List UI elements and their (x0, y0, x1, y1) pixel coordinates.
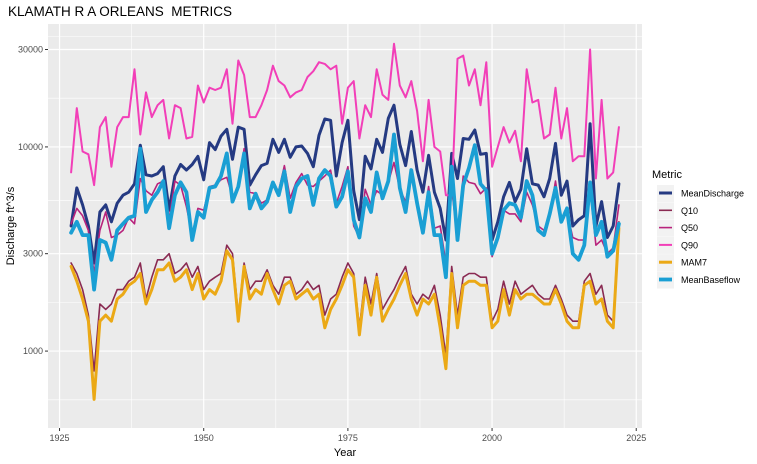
x-tick-label: 2000 (482, 433, 502, 443)
legend-label-meanbaseflow: MeanBaseflow (681, 275, 741, 285)
legend-label-q10: Q10 (681, 206, 698, 216)
legend-label-mam7: MAM7 (681, 258, 707, 268)
series-lines (69, 42, 621, 401)
x-tick-label: 2025 (626, 433, 646, 443)
chart-title: KLAMATH R A ORLEANS METRICS (8, 4, 233, 19)
x-tick-label: 1950 (194, 433, 214, 443)
series-line-mam7 (69, 226, 621, 401)
plot-panel (48, 24, 642, 428)
legend-label-q90: Q90 (681, 240, 698, 250)
y-tick-label: 30000 (18, 45, 43, 55)
x-axis: 1925 1950 1975 2000 2025 (50, 428, 646, 443)
y-tick-label: 3000 (23, 249, 43, 259)
legend-label-meandischarge: MeanDischarge (681, 189, 744, 199)
series-line-q10 (70, 221, 620, 372)
y-axis: 1000 3000 10000 30000 (18, 45, 48, 356)
x-tick-label: 1975 (338, 433, 358, 443)
y-axis-label: Discharge ft^3/s (5, 186, 17, 265)
legend-label-q50: Q50 (681, 223, 698, 233)
y-tick-label: 1000 (23, 346, 43, 356)
x-tick-label: 1925 (50, 433, 70, 443)
legend-title: Metric (652, 169, 682, 181)
x-axis-label: Year (334, 447, 357, 459)
series-line-q90 (70, 42, 620, 197)
series-line-meandischarge (69, 103, 621, 265)
legend: Metric MeanDischarge Q10 Q50 Q90 MAM7 MeanBas… (652, 169, 744, 289)
y-tick-label: 10000 (18, 142, 43, 152)
series-line-meanbaseflow (69, 132, 621, 292)
